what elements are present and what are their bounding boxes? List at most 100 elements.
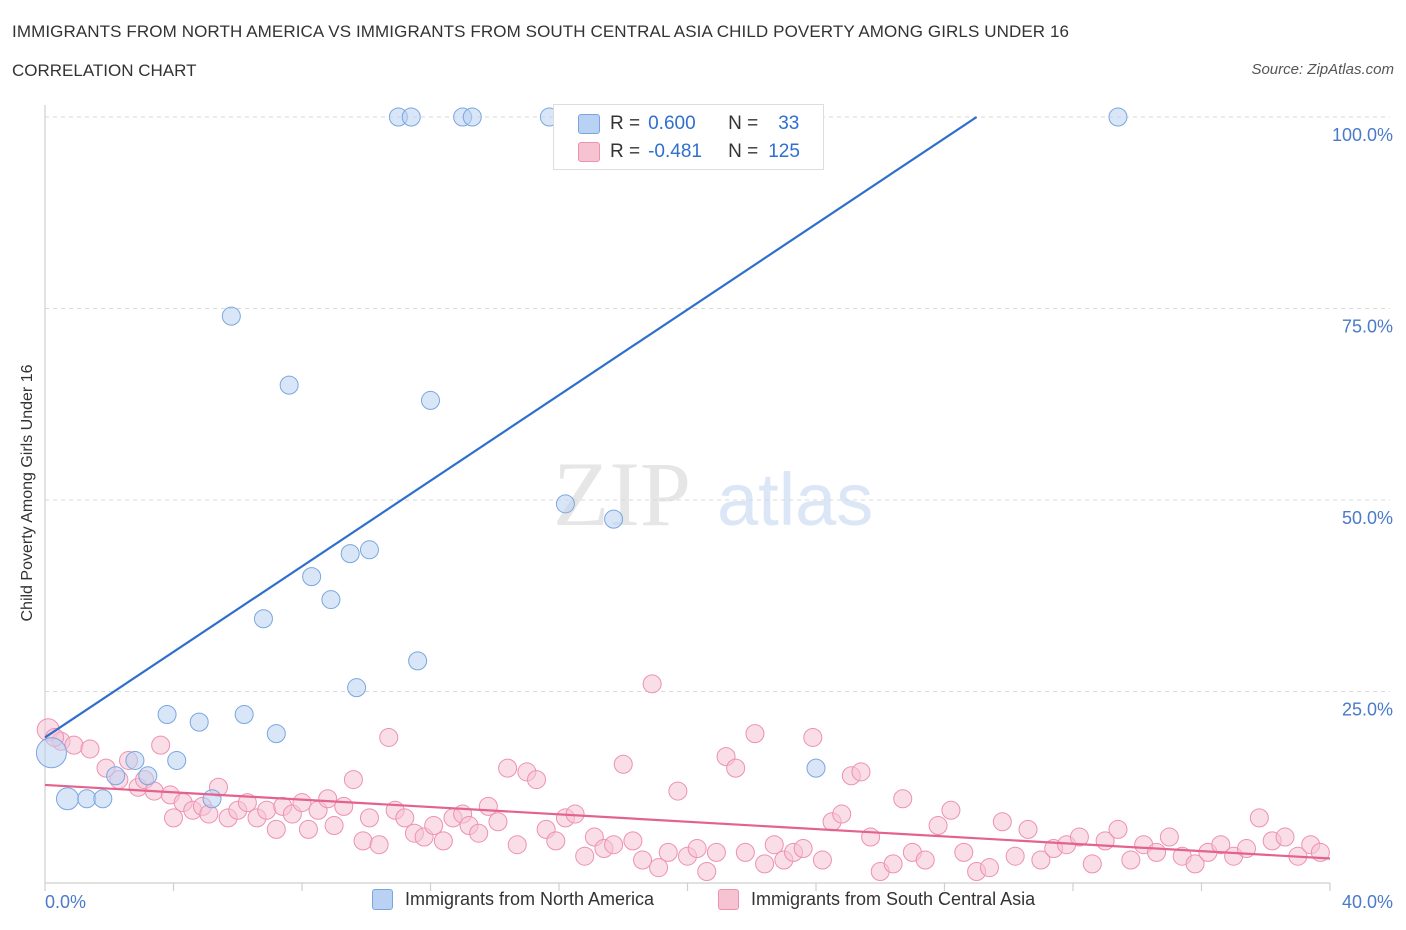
point-north-america — [321, 590, 341, 610]
point-south-central-asia — [1069, 827, 1089, 847]
point-south-central-asia — [353, 831, 373, 851]
legend-r-value: 0.600 — [648, 113, 696, 134]
point-south-central-asia — [527, 770, 547, 790]
point-south-central-asia — [1185, 854, 1205, 874]
point-north-america — [125, 750, 145, 770]
point-north-america — [221, 306, 241, 326]
point-north-america — [234, 704, 254, 724]
legend-label-south-central-asia: Immigrants from South Central Asia — [751, 889, 1036, 909]
y-tick-label: 25.0% — [1342, 700, 1393, 720]
grid — [45, 116, 1390, 692]
legend-r-label: R = — [610, 141, 641, 162]
point-north-america — [302, 567, 322, 587]
point-south-central-asia — [755, 854, 775, 874]
legend-item-south-central-asia: Immigrants from South Central Asia — [718, 889, 1035, 910]
point-north-america — [1108, 107, 1128, 127]
point-south-central-asia — [883, 854, 903, 874]
point-south-central-asia — [1031, 850, 1051, 870]
point-south-central-asia — [151, 735, 171, 755]
point-south-central-asia — [1249, 808, 1269, 828]
watermark: ZIP atlas — [553, 443, 873, 545]
point-south-central-asia — [1108, 819, 1128, 839]
source-label: Source: ZipAtlas.com — [1251, 61, 1394, 78]
x-tick-label: 0.0% — [45, 892, 86, 912]
point-south-central-asia — [498, 758, 518, 778]
legend-swatch-north-america — [578, 114, 600, 134]
legend-r-value: -0.481 — [648, 141, 702, 162]
point-north-america — [266, 724, 286, 744]
point-south-central-asia — [706, 842, 726, 862]
legend-n-label: N = — [728, 113, 759, 134]
point-south-central-asia — [928, 816, 948, 836]
point-south-central-asia — [745, 724, 765, 744]
point-south-central-asia — [1018, 819, 1038, 839]
point-north-america — [555, 494, 575, 514]
point-south-central-asia — [735, 842, 755, 862]
point-south-central-asia — [395, 808, 415, 828]
point-south-central-asia — [604, 835, 624, 855]
point-south-central-asia — [915, 850, 935, 870]
y-tick-label: 50.0% — [1342, 508, 1393, 528]
series-legend: Immigrants from North America Immigrants… — [0, 889, 1406, 915]
point-south-central-asia — [623, 831, 643, 851]
legend-r-label: R = — [610, 113, 641, 134]
watermark-atlas: atlas — [717, 458, 873, 541]
point-south-central-asia — [687, 839, 707, 859]
point-north-america — [359, 540, 379, 560]
point-south-central-asia — [979, 858, 999, 878]
point-south-central-asia — [1159, 827, 1179, 847]
point-south-central-asia — [433, 831, 453, 851]
tick-labels: 25.0% 50.0% 75.0% 100.0% 0.0% 40.0% — [45, 125, 1393, 912]
point-south-central-asia — [469, 823, 489, 843]
point-north-america — [157, 704, 177, 724]
point-south-central-asia — [1211, 835, 1231, 855]
point-south-central-asia — [1147, 842, 1167, 862]
point-south-central-asia — [764, 835, 784, 855]
legend-row-south-central-asia: R = -0.481 N = 125 — [578, 139, 800, 165]
point-north-america — [253, 609, 273, 629]
point-south-central-asia — [1082, 854, 1102, 874]
legend-row-north-america: R = 0.600 N = 33 — [578, 111, 799, 137]
trend-lines — [44, 116, 1331, 860]
series-south-central-asia — [36, 674, 1330, 882]
point-north-america — [35, 737, 67, 769]
chart-title: IMMIGRANTS FROM NORTH AMERICA VS IMMIGRA… — [12, 22, 1070, 41]
point-north-america — [202, 789, 222, 809]
y-tick-label: 75.0% — [1342, 317, 1393, 337]
point-south-central-asia — [80, 739, 100, 759]
point-north-america — [167, 750, 187, 770]
point-south-central-asia — [488, 812, 508, 832]
point-south-central-asia — [726, 758, 746, 778]
point-south-central-asia — [613, 754, 633, 774]
point-south-central-asia — [668, 781, 688, 801]
point-south-central-asia — [941, 800, 961, 820]
point-south-central-asia — [478, 796, 498, 816]
legend-item-north-america: Immigrants from North America — [372, 889, 654, 910]
point-south-central-asia — [292, 793, 312, 813]
point-north-america — [408, 651, 428, 671]
point-south-central-asia — [658, 842, 678, 862]
point-south-central-asia — [851, 762, 871, 782]
legend-n-value: 33 — [778, 113, 800, 134]
trend-line-north-america — [44, 116, 978, 739]
point-south-central-asia — [793, 839, 813, 859]
point-north-america — [106, 766, 126, 786]
point-south-central-asia — [893, 789, 913, 809]
point-south-central-asia — [334, 796, 354, 816]
point-south-central-asia — [546, 831, 566, 851]
point-south-central-asia — [507, 835, 527, 855]
correlation-legend: R = 0.600 N = 33 R = -0.481 N = 125 — [553, 104, 824, 170]
point-south-central-asia — [369, 835, 389, 855]
point-south-central-asia — [803, 727, 823, 747]
point-south-central-asia — [359, 808, 379, 828]
point-south-central-asia — [324, 816, 344, 836]
point-north-america — [604, 509, 624, 529]
point-south-central-asia — [832, 804, 852, 824]
legend-label-north-america: Immigrants from North America — [405, 889, 655, 909]
point-south-central-asia — [199, 804, 219, 824]
point-north-america — [77, 789, 97, 809]
point-north-america — [138, 766, 158, 786]
point-north-america — [421, 390, 440, 410]
point-north-america — [806, 758, 826, 778]
